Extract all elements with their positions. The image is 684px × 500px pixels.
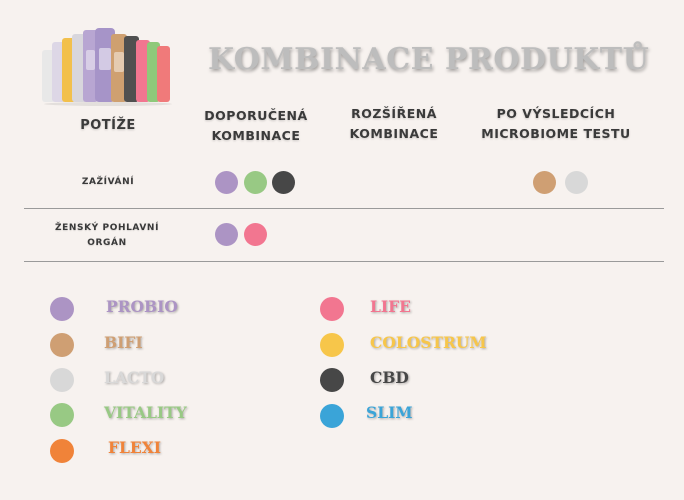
legend-dot-flexi bbox=[50, 439, 74, 463]
dot-life bbox=[244, 223, 267, 246]
dot-probio bbox=[215, 171, 238, 194]
dot-probio bbox=[215, 223, 238, 246]
row-divider bbox=[24, 261, 664, 262]
legend-dot-slim bbox=[320, 404, 344, 428]
legend-label-life: LIFE bbox=[370, 297, 411, 316]
legend-dot-lacto bbox=[50, 368, 74, 392]
legend-dot-life bbox=[320, 297, 344, 321]
legend-label-bifi: BIFI bbox=[104, 333, 143, 352]
dot-vitality bbox=[244, 171, 267, 194]
legend-dot-bifi bbox=[50, 333, 74, 357]
legend-dot-colostrum bbox=[320, 333, 344, 357]
row-label-zazivani: ZAŽÍVÁNÍ bbox=[81, 177, 135, 187]
column-header-rozsirena: ROZŠÍŘENÁ KOMBINACE bbox=[349, 106, 439, 141]
legend-label-vitality: VITALITY bbox=[104, 403, 187, 422]
column-header-doporucena: DOPORUČENÁ KOMBINACE bbox=[204, 108, 308, 143]
dot-bifi bbox=[533, 171, 556, 194]
row-label-zensky-pohlavni-organ: ŽENSKÝ POHLAVNÍ ORGÁN bbox=[54, 223, 160, 248]
legend-dot-probio bbox=[50, 297, 74, 321]
column-header-vysledky: PO VÝSLEDCÍCH MICROBIOME TESTU bbox=[481, 106, 631, 141]
page-title: KOMBINACE PRODUKTŮ bbox=[208, 42, 650, 77]
legend-dot-cbd bbox=[320, 368, 344, 392]
dot-lacto bbox=[565, 171, 588, 194]
legend-label-lacto: LACTO bbox=[104, 368, 165, 387]
legend-label-colostrum: COLOSTRUM bbox=[370, 333, 487, 352]
legend-label-cbd: CBD bbox=[370, 368, 409, 387]
legend-label-slim: SLIM bbox=[366, 403, 413, 422]
legend-dot-vitality bbox=[50, 403, 74, 427]
legend-label-probio: PROBIO bbox=[106, 297, 178, 316]
product-bottles-icon bbox=[42, 28, 172, 106]
row-divider bbox=[24, 208, 664, 209]
dot-cbd bbox=[272, 171, 295, 194]
column-header-potize: POTÍŽE bbox=[80, 118, 136, 133]
legend-label-flexi: FLEXI bbox=[108, 438, 161, 457]
